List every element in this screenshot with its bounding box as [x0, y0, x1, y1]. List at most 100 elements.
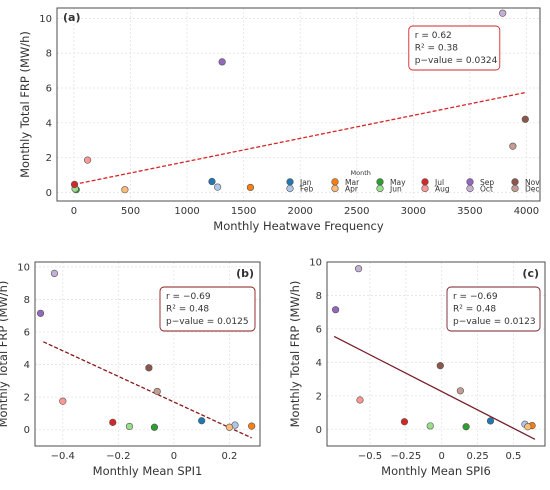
legend-label: Dec: [525, 184, 540, 193]
legend-label: Nov: [525, 178, 540, 187]
x-tick-label: 0: [71, 206, 77, 217]
data-point-jan: [208, 177, 216, 186]
legend-label: Oct: [480, 184, 493, 193]
stats-box: [446, 286, 541, 332]
legend-label: Mar: [345, 178, 360, 187]
legend-marker: [331, 184, 339, 193]
legend-item-oct: Oct: [466, 184, 493, 193]
legend-label: Jan: [299, 178, 312, 187]
y-tick-label: 4: [316, 358, 322, 369]
stats-line: R² = 0.48: [453, 305, 496, 315]
data-point-jan: [198, 417, 206, 425]
data-point-jul: [400, 418, 409, 426]
x-tick-label: 0.25: [466, 451, 488, 462]
y-tick-label: 10: [39, 14, 52, 25]
axes-frame: [326, 261, 546, 447]
data-point-nov: [145, 364, 153, 372]
x-tick-label: −0.25: [391, 451, 422, 462]
data-point-aug: [83, 156, 92, 164]
data-point-mar: [248, 422, 256, 430]
stats-line: r = −0.69: [166, 292, 211, 302]
data-point-apr: [225, 423, 234, 431]
data-point-oct: [50, 269, 59, 277]
data-point-aug: [59, 397, 67, 405]
legend-marker: [286, 178, 294, 186]
legend-marker: [466, 178, 474, 186]
x-tick-label: 1000: [174, 206, 199, 217]
x-tick-label: 0: [171, 451, 177, 462]
legend-label: Sep: [480, 178, 494, 187]
data-point-sep: [218, 58, 226, 66]
y-tick-label: 0: [46, 188, 52, 199]
legend-marker: [376, 178, 384, 186]
data-point-dec: [153, 387, 161, 396]
y-tick-label: 0: [316, 425, 322, 436]
panel-label: (b): [236, 267, 254, 280]
x-axis-label: Monthly Mean SPI1: [93, 464, 203, 478]
data-point-mar: [246, 183, 255, 192]
chart-panel-3: −0.5 −0.25 0 0.25 0.5 0 2 4 6 8 10 Monthly Mean SPI…: [288, 258, 546, 478]
panel-label: (c): [522, 267, 539, 280]
data-point-jul: [70, 180, 79, 189]
legend-marker: [511, 178, 519, 186]
legend-marker: [286, 184, 294, 193]
data-point-aug: [356, 396, 364, 404]
x-tick-label: 4000: [514, 206, 539, 217]
y-axis-label: Monthly Total FRP (MW/h): [288, 281, 302, 428]
y-tick-label: 8: [24, 295, 30, 306]
stats-line: p−value = 0.0324: [415, 56, 498, 66]
x-tick-label: 2000: [287, 206, 312, 217]
legend-item-jun: Jun: [376, 184, 402, 193]
x-axis-label: Monthly Heatwave Frequency: [213, 219, 384, 233]
x-tick-label: 3500: [457, 206, 482, 217]
data-point-nov: [521, 115, 529, 123]
axes-frame: [56, 7, 541, 202]
data-point-may: [150, 423, 159, 431]
stats-line: r = −0.69: [453, 292, 498, 302]
legend-item-aug: Aug: [421, 184, 450, 193]
legend-label: May: [390, 178, 406, 187]
stats-line: p−value = 0.0123: [453, 317, 536, 327]
legend-item-dec: Dec: [511, 184, 540, 193]
legend-item-feb: Feb: [286, 184, 314, 193]
chart-panel-1: 0 500 1000 1500 2000 2500 3000 3500 4000 0 2 4 6 8 10 M…: [18, 7, 541, 233]
x-tick-label: 2500: [344, 206, 369, 217]
stats-box: [159, 286, 256, 332]
y-tick-label: 4: [46, 118, 52, 129]
legend-marker: [421, 178, 429, 186]
y-tick-label: 2: [24, 393, 30, 404]
data-point-apr: [524, 423, 532, 431]
legend: Month Jan Mar May Jul Sep Nov Feb Apr Jun Aug Oct De…: [286, 169, 540, 193]
data-point-apr: [121, 186, 129, 194]
x-tick-label: −0.5: [358, 451, 382, 462]
data-point-feb: [214, 183, 222, 191]
y-tick-label: 10: [17, 262, 30, 273]
y-tick-label: 8: [46, 49, 52, 60]
y-tick-label: 10: [309, 258, 322, 269]
data-point-jan: [486, 417, 495, 425]
data-point-oct: [499, 9, 507, 17]
panel-label: (a): [63, 11, 80, 24]
trend-line: [333, 335, 536, 440]
data-point-dec: [456, 387, 464, 395]
legend-label: Apr: [345, 184, 359, 193]
x-tick-label: 500: [121, 206, 140, 217]
legend-marker: [331, 178, 339, 186]
legend-marker: [511, 184, 519, 193]
data-point-jun: [426, 422, 434, 430]
y-tick-label: 6: [24, 328, 30, 339]
legend-label: Feb: [300, 184, 314, 193]
legend-label: Jun: [389, 184, 402, 193]
stats-line: R² = 0.38: [415, 44, 458, 54]
data-point-sep: [36, 309, 45, 317]
y-tick-label: 6: [46, 83, 52, 94]
x-tick-label: −0.2: [106, 451, 130, 462]
legend-label: Jul: [434, 178, 444, 187]
trend-line: [73, 91, 527, 186]
data-point-sep: [332, 306, 340, 314]
data-point-dec: [509, 142, 517, 150]
y-tick-label: 0: [24, 425, 30, 436]
data-point-jun: [125, 422, 134, 431]
y-tick-label: 4: [24, 360, 30, 371]
